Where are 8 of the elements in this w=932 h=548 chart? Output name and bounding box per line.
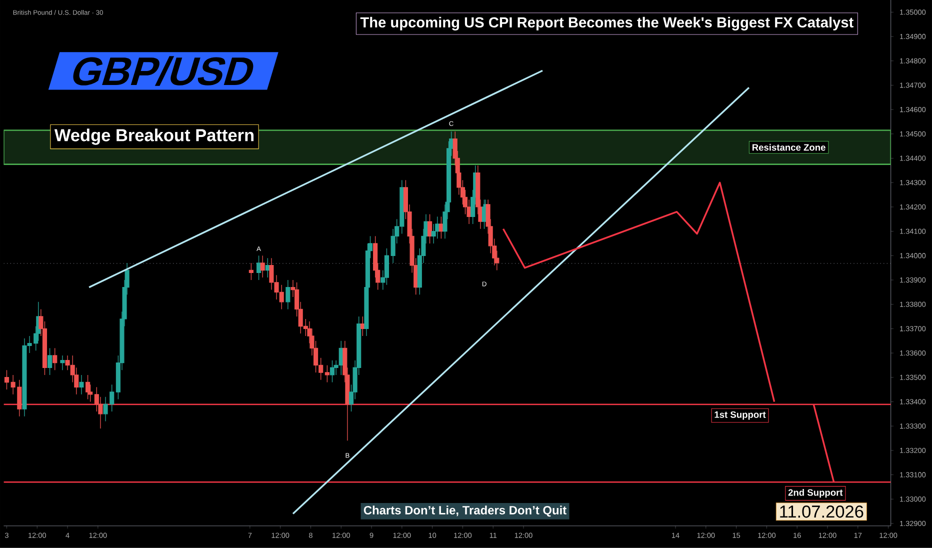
annotation: 11.07.2026 (780, 506, 864, 518)
text: Wedge Breakout Pattern (54, 128, 254, 145)
ref-line-label: 2nd Support (788, 489, 843, 498)
annotation: Charts Don’t Lie, Traders Don’t Quit (364, 506, 566, 517)
band-label: Resistance Zone (752, 144, 826, 151)
ref-line-label: 1st Support (714, 411, 766, 420)
text: The upcoming US CPI Report Becomes the Week's Biggest FX Catalyst (360, 16, 854, 31)
annotation: GBP/USD (73, 56, 254, 86)
